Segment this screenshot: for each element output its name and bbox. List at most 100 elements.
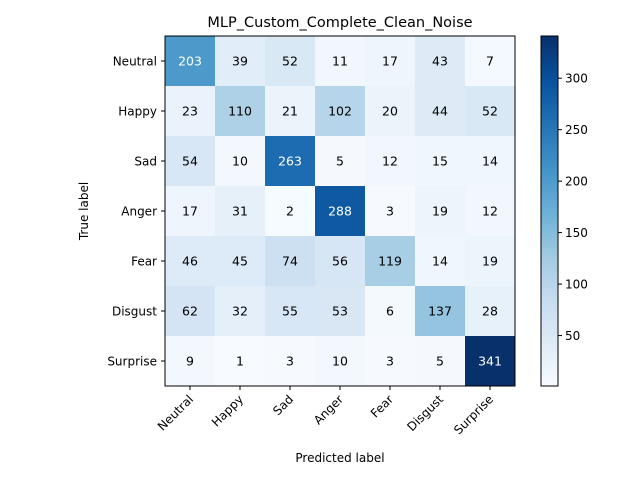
cell-value-label: 137 [428,304,452,319]
heatmap-cell [365,86,416,137]
colorbar-tick-label: 250 [565,123,588,137]
heatmap-cell [365,236,416,287]
x-tick-label: Sad [270,392,296,418]
cell-value-label: 5 [336,154,344,169]
heatmap-cell [415,236,466,287]
cell-value-label: 15 [432,154,448,169]
heatmap-cell [465,86,516,137]
heatmap-cell [465,186,516,237]
cell-value-label: 5 [436,354,444,369]
cell-value-label: 23 [182,104,198,119]
heatmap-cell [165,286,216,337]
heatmap-cell [315,286,366,337]
heatmap-cell [265,236,316,287]
y-axis-label: True label [77,182,91,241]
cell-value-label: 9 [186,354,194,369]
cell-value-label: 52 [282,54,298,69]
heatmap-cell [365,336,416,387]
cell-value-label: 74 [282,254,298,269]
cell-value-label: 2 [286,204,294,219]
colorbar-tick-label: 100 [565,278,588,292]
heatmap-cells [165,36,516,387]
cell-value-label: 32 [232,304,248,319]
heatmap-cell [415,286,466,337]
heatmap-cell [465,236,516,287]
heatmap-cell [465,136,516,187]
cell-value-label: 263 [278,154,302,169]
cell-value-label: 28 [482,304,498,319]
heatmap-cell [265,286,316,337]
x-tick-label: Neutral [155,392,196,433]
cell-value-label: 45 [232,254,248,269]
heatmap-cell [415,36,466,87]
colorbar-gradient [540,35,559,387]
heatmap-cell [165,186,216,237]
heatmap-cell [315,36,366,87]
x-axis-label: Predicted label [295,451,384,465]
cell-value-label: 110 [228,104,252,119]
x-tick-label: Surprise [451,392,496,437]
cell-value-label: 31 [232,204,248,219]
heatmap-cell [365,186,416,237]
heatmap-cell [415,136,466,187]
cell-value-label: 43 [432,54,448,69]
heatmap-cell [415,86,466,137]
cell-value-label: 21 [282,104,298,119]
cell-value-label: 62 [182,304,198,319]
cell-value-label: 10 [332,354,348,369]
cell-value-label: 12 [382,154,398,169]
cell-value-label: 7 [486,54,494,69]
heatmap-cell [315,236,366,287]
heatmap-cell [465,286,516,337]
heatmap-cell [165,36,216,87]
cell-value-label: 288 [328,204,352,219]
cell-value-label: 3 [286,354,294,369]
heatmap-cell [215,336,266,387]
heatmap-cell [315,136,366,187]
y-tick-label: Anger [121,205,157,219]
cell-value-label: 14 [482,154,498,169]
heatmap-cell [215,186,266,237]
x-tick-label: Anger [311,392,346,427]
cell-value-label: 1 [236,354,244,369]
y-tick-label: Disgust [112,305,157,319]
cell-value-label: 3 [386,204,394,219]
heatmap-cell [215,236,266,287]
cell-value-label: 17 [382,54,398,69]
heatmap-cell [315,186,366,237]
y-tick-label: Neutral [113,55,157,69]
heatmap-cell [165,86,216,137]
heatmap-cell [265,336,316,387]
colorbar-ticks: 50 100 150 200 250 300 [558,72,588,343]
cell-value-label: 20 [382,104,398,119]
cell-value-label: 52 [482,104,498,119]
colorbar-tick-label: 300 [565,72,588,86]
cell-value-label: 19 [432,204,448,219]
y-tick-label: Happy [118,105,157,119]
colorbar-tick-label: 50 [565,329,580,343]
heatmap-cell [315,86,366,137]
x-tick-label: Fear [368,392,396,420]
heatmap-cell [365,36,416,87]
y-axis: Neutral Happy Sad Anger Fear Disgust Surprise [107,55,165,369]
heatmap-cell [165,236,216,287]
heatmap-cell [465,36,516,87]
cell-value-label: 341 [478,354,502,369]
cell-value-label: 6 [386,304,394,319]
cell-value-label: 46 [182,254,198,269]
heatmap-cell [465,336,516,387]
heatmap-cell [415,336,466,387]
heatmap-cell [265,186,316,237]
heatmap-cell [215,36,266,87]
heatmap-cell [415,186,466,237]
cell-value-label: 19 [482,254,498,269]
cell-value-label: 56 [332,254,348,269]
y-tick-label: Sad [134,155,157,169]
cell-value-label: 14 [432,254,448,269]
heatmap-cell [315,336,366,387]
cell-value-label: 53 [332,304,348,319]
heatmap-cell [165,336,216,387]
cell-value-label: 12 [482,204,498,219]
heatmap-cell [265,36,316,87]
